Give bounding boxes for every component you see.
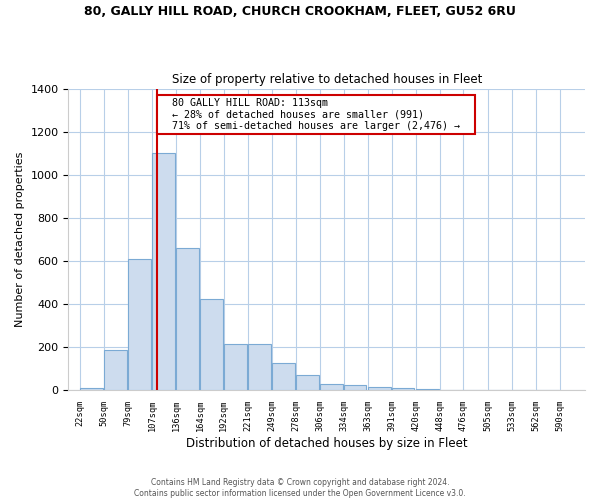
Bar [296, 375, 319, 390]
Text: 80 GALLY HILL ROAD: 113sqm  
  ← 28% of detached houses are smaller (991)  
  71: 80 GALLY HILL ROAD: 113sqm ← 28% of deta… [160, 98, 472, 132]
Bar [368, 387, 391, 390]
Bar [416, 389, 439, 390]
Bar [320, 384, 343, 390]
Bar [248, 344, 271, 390]
Y-axis label: Number of detached properties: Number of detached properties [15, 152, 25, 327]
Bar [152, 153, 175, 390]
Bar [344, 385, 367, 390]
Title: Size of property relative to detached houses in Fleet: Size of property relative to detached ho… [172, 73, 482, 86]
Bar [200, 298, 223, 390]
Bar [104, 350, 127, 390]
X-axis label: Distribution of detached houses by size in Fleet: Distribution of detached houses by size … [186, 437, 467, 450]
Bar [80, 388, 103, 390]
Bar [272, 364, 295, 390]
Text: Contains HM Land Registry data © Crown copyright and database right 2024.
Contai: Contains HM Land Registry data © Crown c… [134, 478, 466, 498]
Bar [224, 344, 247, 390]
Text: 80, GALLY HILL ROAD, CHURCH CROOKHAM, FLEET, GU52 6RU: 80, GALLY HILL ROAD, CHURCH CROOKHAM, FL… [84, 5, 516, 18]
Bar [128, 259, 151, 390]
Bar [176, 248, 199, 390]
Bar [392, 388, 415, 390]
